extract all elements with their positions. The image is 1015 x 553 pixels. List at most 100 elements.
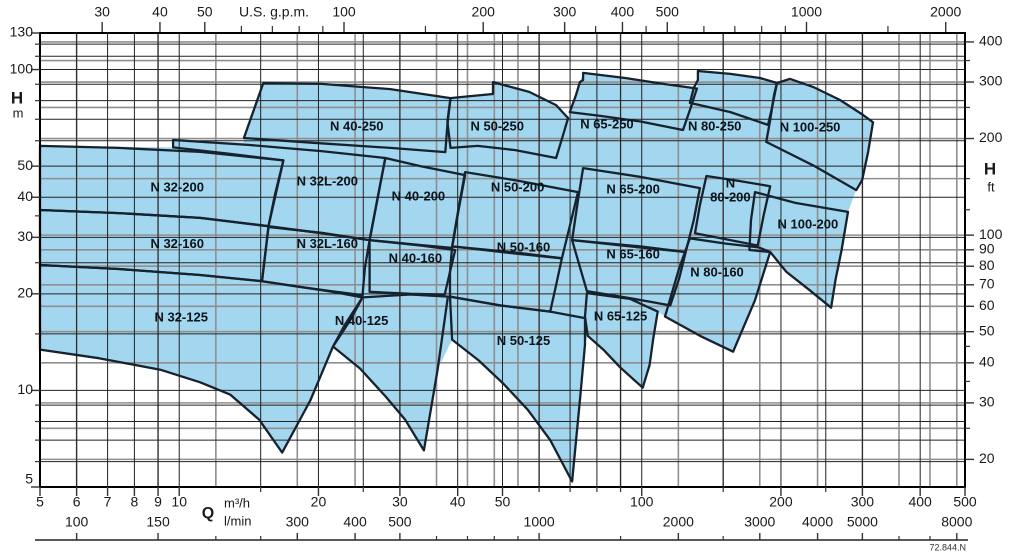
gpm-axis-tick-label: 300 xyxy=(553,4,577,20)
q-m3h-axis-tick-label: 200 xyxy=(769,494,793,510)
pump-envelope-n-65-160 xyxy=(570,238,687,307)
pump-envelope-n-65-125 xyxy=(583,291,659,389)
pump-envelope-n-65-250 xyxy=(568,71,699,132)
q-m3h-axis-tick-label: 20 xyxy=(311,494,327,510)
q-m3h-axis-tick-label: 300 xyxy=(851,494,875,510)
pump-envelope-label: N 40-200 xyxy=(392,188,445,203)
h-ft-axis-tick-label: 80 xyxy=(979,257,995,273)
q-m3h-axis-tick-label: 40 xyxy=(450,494,466,510)
q-lmin-axis-tick-label: 2000 xyxy=(663,514,694,530)
pump-envelope-n-100-250 xyxy=(765,77,875,192)
h-ft-axis-tick-label: 60 xyxy=(979,297,995,313)
h-ft-axis-tick-label: 40 xyxy=(979,353,995,369)
q-m3h-axis-tick-label: 30 xyxy=(392,494,408,510)
h-m-axis-tick-label: 10 xyxy=(17,381,33,397)
h-ft-axis-tick-label: 90 xyxy=(979,240,995,256)
h-ft-axis-tick-label: 200 xyxy=(979,129,1003,145)
grid-lines xyxy=(40,33,965,487)
h-m-axis-tick-label: 100 xyxy=(10,60,34,76)
h-ft-axis-tick-label: 30 xyxy=(979,394,995,410)
q-lmin-axis-tick-label: 5000 xyxy=(847,514,878,530)
q-lmin-axis-tick-label: 400 xyxy=(343,514,367,530)
pump-envelope-label: N 32-200 xyxy=(150,180,203,195)
q-lmin-axis-tick-label: 8000 xyxy=(941,514,972,530)
h-m-axis-tick-label: 20 xyxy=(17,285,33,301)
q-m3h-axis-tick-label: 500 xyxy=(953,494,977,510)
h-m-axis-tick-label: 30 xyxy=(17,228,33,244)
gpm-axis-tick-label: 30 xyxy=(94,4,110,20)
drawing-number-watermark: 72.844.N xyxy=(929,542,966,552)
h-ft-axis-tick-label: 100 xyxy=(979,226,1003,242)
h-m-axis-tick-label: 130 xyxy=(10,24,34,40)
pump-envelope-n-50-250 xyxy=(446,80,570,160)
pump-envelope-n-40-160 xyxy=(368,238,457,296)
pump-envelope-label: N 40-250 xyxy=(330,118,383,133)
h-ft-axis-tick-label: 50 xyxy=(979,322,995,338)
pump-envelope-label: N 50-160 xyxy=(497,239,550,254)
pump-envelope-label: N 32L-160 xyxy=(297,236,358,251)
pump-envelope-label: N 50-250 xyxy=(470,118,523,133)
h-ft-axis-tick-label: 70 xyxy=(979,276,995,292)
pump-envelope-n-100-200 xyxy=(748,190,850,309)
pump-envelope-n-80-200 xyxy=(693,174,772,247)
h-m-axis-title: H xyxy=(11,88,23,107)
gpm-axis-tick-label: 50 xyxy=(197,4,213,20)
gpm-axis-tick-label: 40 xyxy=(152,4,168,20)
q-m3h-axis-tick-label: 10 xyxy=(171,494,187,510)
gpm-axis-tick-label: 1000 xyxy=(791,4,822,20)
q-m3h-axis-tick-label: 7 xyxy=(104,494,112,510)
pump-envelope-n-80-160 xyxy=(663,237,772,353)
q-lmin-axis-tick-label: 4000 xyxy=(802,514,833,530)
h-ft-axis-unit: ft xyxy=(987,179,995,194)
q-m3h-axis-tick-label: 100 xyxy=(630,494,654,510)
gpm-axis-tick-label: 2000 xyxy=(930,4,961,20)
pump-envelope-label: N 80-250 xyxy=(688,118,741,133)
pump-envelope-label: 80-200 xyxy=(710,190,750,205)
pump-envelope-label: N 65-125 xyxy=(594,309,647,324)
pump-envelope-label: N 50-200 xyxy=(491,180,544,195)
q-m3h-axis-tick-label: 6 xyxy=(73,494,81,510)
pump-envelope-label: N xyxy=(726,176,735,191)
pump-envelope-label: N 100-200 xyxy=(778,216,839,231)
q-lmin-axis-tick-label: 1000 xyxy=(524,514,555,530)
gpm-axis-tick-label: 100 xyxy=(332,4,356,20)
q-m3h-axis-tick-label: 8 xyxy=(131,494,139,510)
pump-envelope-label: N 65-160 xyxy=(606,247,659,262)
pump-envelope-n-32-125 xyxy=(38,263,364,454)
pump-envelope-label: N 40-125 xyxy=(335,313,388,328)
pump-envelope-n-40-250 xyxy=(242,81,452,154)
pump-envelope-label: N 80-160 xyxy=(690,265,743,280)
pump-envelope-label: N 65-200 xyxy=(606,182,659,197)
q-m3h-axis-unit: m³/h xyxy=(224,495,250,510)
q-m3h-axis-tick-label: 5 xyxy=(36,494,44,510)
pump-envelope-label: N 40-160 xyxy=(389,250,442,265)
gpm-axis-tick-label: 500 xyxy=(656,4,680,20)
q-axis-title: Q xyxy=(202,505,214,522)
pump-envelope-label: N 32-160 xyxy=(150,236,203,251)
pump-coverage-area xyxy=(40,71,873,482)
pump-envelope-label: N 65-250 xyxy=(580,116,633,131)
q-lmin-axis-tick-label: 300 xyxy=(286,514,310,530)
pump-envelope-n-50-125 xyxy=(448,295,587,483)
gpm-axis-tick-label: 200 xyxy=(472,4,496,20)
pump-envelope-n-40-125 xyxy=(331,293,450,452)
q-m3h-axis-tick-label: 9 xyxy=(154,494,162,510)
pump-envelope-label: N 32L-200 xyxy=(297,174,358,189)
h-ft-axis-title: H xyxy=(984,159,996,178)
h-ft-axis-tick-label: 300 xyxy=(979,73,1003,89)
gpm-axis-tick-label: 400 xyxy=(611,4,635,20)
h-ft-axis-tick-label: 20 xyxy=(979,450,995,466)
q-m3h-axis-tick-label: 50 xyxy=(495,494,511,510)
pump-envelope-label: N 32-125 xyxy=(154,310,207,325)
h-m-axis-tick-label: 5 xyxy=(25,471,33,487)
h-m-axis-tick-label: 40 xyxy=(17,188,33,204)
h-m-axis-unit: m xyxy=(13,105,24,120)
q-lmin-axis-tick-label: 500 xyxy=(388,514,412,530)
q-lmin-axis-tick-label: 100 xyxy=(65,514,89,530)
q-lmin-axis-unit: l/min xyxy=(224,513,251,528)
q-lmin-axis-tick-label: 3000 xyxy=(744,514,775,530)
q-lmin-axis-tick-label: 150 xyxy=(146,514,170,530)
h-m-axis-tick-label: 50 xyxy=(17,157,33,173)
